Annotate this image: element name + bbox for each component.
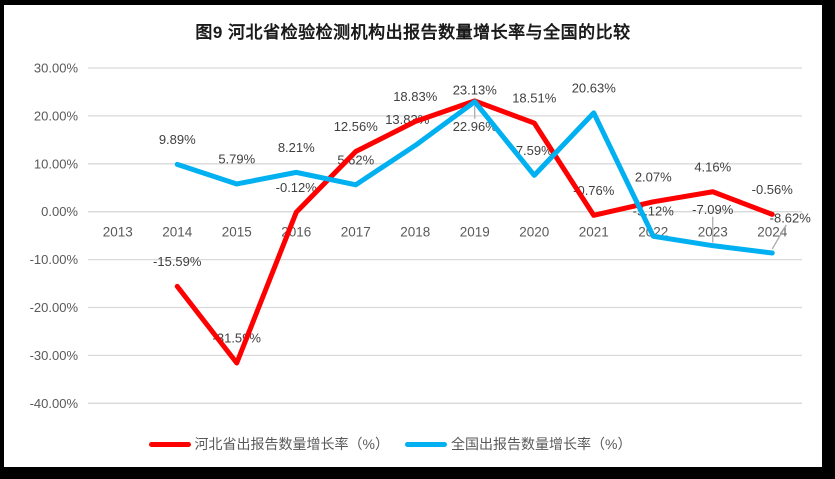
y-axis-tick-label: -20.00% <box>30 300 79 315</box>
data-label: 20.63% <box>572 80 617 95</box>
data-label: 12.56% <box>334 119 379 134</box>
chart-title: 图9 河北省检验检测机构出报告数量增长率与全国的比较 <box>195 23 631 42</box>
legend-line-red-icon <box>148 441 191 447</box>
legend-label-hebei: 河北省出报告数量增长率（%） <box>194 436 389 452</box>
y-axis-tick-label: -10.00% <box>30 252 79 267</box>
chart-panel: 30.00% 20.00% 10.00% 0.00% -10.00% -20.00% -30… <box>4 5 822 467</box>
x-axis-tick-label: 2018 <box>400 225 430 240</box>
legend-item-national: 全国出报告数量增长率（%） <box>405 434 631 454</box>
x-axis-tick-label: 2014 <box>162 225 193 240</box>
data-label: 22.96% <box>453 119 498 134</box>
data-label: 18.51% <box>512 91 557 106</box>
y-axis-tick-label: 20.00% <box>34 108 79 123</box>
data-label: 23.13% <box>453 82 498 97</box>
series-line-national <box>174 99 775 256</box>
y-axis-tick-label: 30.00% <box>34 61 79 76</box>
y-axis-tick-label: -30.00% <box>30 348 79 363</box>
data-label: 18.83% <box>393 89 438 104</box>
data-label: 8.21% <box>278 140 315 155</box>
data-label: -8.62% <box>770 210 812 225</box>
y-axis-tick-label: -40.00% <box>30 396 79 411</box>
data-label: 9.89% <box>159 132 196 147</box>
x-axis-tick-label: 2013 <box>103 225 133 240</box>
legend-label-national: 全国出报告数量增长率（%） <box>451 436 632 452</box>
data-label-leader-line <box>771 224 787 250</box>
data-label: -0.12% <box>276 180 318 195</box>
chart-legend: 河北省出报告数量增长率（%） 全国出报告数量增长率（%） <box>4 434 822 454</box>
chart-plot: 30.00% 20.00% 10.00% 0.00% -10.00% -20.00% -30… <box>30 61 812 411</box>
data-label: 5.79% <box>218 151 255 166</box>
x-axis-tick-label: 2024 <box>757 225 788 240</box>
data-label: -7.09% <box>692 202 734 217</box>
data-label: 4.16% <box>694 159 731 174</box>
x-axis-tick-label: 2015 <box>222 225 252 240</box>
data-label: 2.07% <box>635 169 672 184</box>
legend-item-hebei: 河北省出报告数量增长率（%） <box>148 434 389 454</box>
data-label: -0.56% <box>752 182 794 197</box>
data-label: 7.59% <box>516 143 553 158</box>
x-axis-tick-label: 2020 <box>519 225 549 240</box>
y-axis-tick-label: 0.00% <box>41 204 78 219</box>
data-label: 13.83% <box>385 112 430 127</box>
legend-line-blue-icon <box>405 441 447 447</box>
data-label: -0.76% <box>573 183 615 198</box>
x-axis-tick-label: 2017 <box>341 225 371 240</box>
x-axis-tick-label: 2021 <box>579 225 609 240</box>
x-axis-tick-label: 2019 <box>460 225 490 240</box>
y-axis-tick-label: 10.00% <box>34 156 79 171</box>
data-label: -15.59% <box>153 254 202 269</box>
